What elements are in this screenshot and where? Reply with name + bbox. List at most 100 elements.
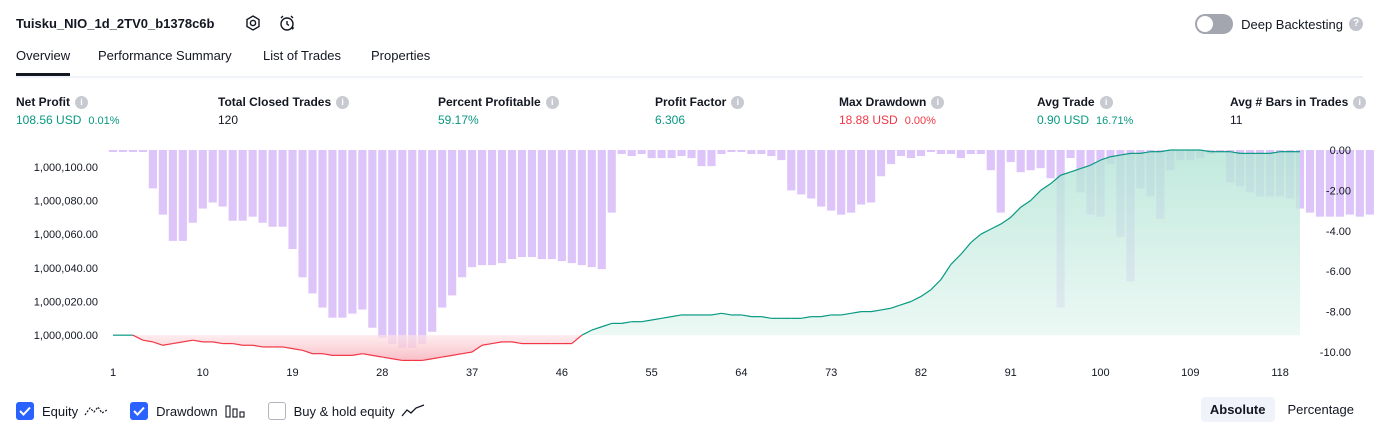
legend-label: Equity — [42, 403, 79, 419]
drawdown-bar — [1355, 150, 1364, 217]
help-icon[interactable]: ? — [1349, 17, 1363, 31]
equity-line-segment — [372, 354, 383, 358]
drawdown-bar — [308, 150, 317, 294]
equity-line-segment — [621, 321, 632, 324]
report-tabs: Overview Performance Summary List of Tra… — [16, 46, 1363, 78]
equity-line-segment — [471, 344, 483, 353]
x-axis-tick-label: 82 — [915, 367, 927, 379]
x-axis-tick-label: 64 — [735, 367, 747, 379]
settings-icon[interactable] — [244, 14, 262, 32]
drawdown-bar — [208, 150, 217, 203]
drawdown-checkbox[interactable] — [130, 402, 149, 420]
drawdown-bar — [857, 150, 866, 205]
metric-avg-trade: Avg Trade i 0.90 USD 16.71% — [1037, 94, 1133, 127]
add-alert-icon[interactable] — [278, 14, 296, 32]
equity-line-segment — [182, 339, 193, 343]
drawdown-bar — [1216, 150, 1225, 153]
absolute-button[interactable]: Absolute — [1200, 397, 1275, 422]
drawdown-bar — [1026, 150, 1035, 171]
equity-checkbox[interactable] — [16, 402, 34, 420]
x-axis-tick-label: 55 — [645, 367, 657, 379]
equity-line-segment — [641, 319, 652, 323]
equity-line-segment — [960, 242, 972, 255]
drawdown-bar — [837, 150, 846, 215]
equity-loss-fill — [132, 335, 582, 361]
x-axis-tick-label: 28 — [376, 367, 388, 379]
equity-line-segment — [1060, 171, 1071, 176]
drawdown-bar — [448, 150, 457, 296]
x-axis-tick-label: 109 — [1181, 367, 1199, 379]
info-icon[interactable]: i — [75, 95, 88, 109]
legend-equity[interactable]: Equity — [16, 402, 108, 420]
right-axis-tick-label: 0.00 — [1330, 145, 1351, 157]
x-axis-tick-label: 46 — [556, 367, 568, 379]
drawdown-bar — [298, 150, 307, 278]
equity-line-segment — [1010, 206, 1022, 218]
equity-line-segment — [880, 307, 892, 311]
drawdown-bar — [946, 150, 955, 155]
equity-line-segment — [1070, 167, 1081, 173]
drawdown-bar — [677, 150, 686, 157]
info-icon[interactable]: i — [931, 95, 945, 109]
equity-line-segment — [910, 295, 922, 303]
metric-label: Max Drawdown — [839, 95, 927, 109]
legend-buy-hold-equity[interactable]: Buy & hold equity — [267, 402, 425, 420]
drawdown-bar — [866, 150, 876, 203]
metric-value: 108.56 USD — [16, 113, 82, 127]
info-icon[interactable]: i — [545, 95, 559, 109]
tab-properties[interactable]: Properties — [371, 48, 431, 63]
buy-hold-line-icon — [401, 404, 424, 417]
view-mode-switch: Absolute Percentage — [1200, 397, 1363, 422]
equity-line-segment — [392, 358, 403, 362]
x-axis: 1 10 19 28 37 46 55 64 73 82 91 100 109 118 — [110, 367, 1289, 379]
equity-line-segment — [970, 233, 982, 244]
drawdown-bar — [637, 150, 646, 155]
equity-line-segment — [302, 349, 313, 355]
drawdown-bar — [497, 150, 507, 264]
left-axis-tick-label: 1,000,080.00 — [34, 196, 98, 208]
legend-drawdown[interactable]: Drawdown — [130, 402, 245, 420]
drawdown-bar — [477, 150, 487, 266]
tab-performance-summary[interactable]: Performance Summary — [98, 48, 232, 63]
equity-line-segment — [352, 353, 363, 356]
equity-line-segment — [571, 334, 583, 345]
equity-line-segment — [452, 353, 463, 356]
drawdown-bar — [697, 150, 706, 167]
equity-line-segment — [1030, 189, 1042, 201]
deep-backtesting-toggle[interactable] — [1195, 14, 1234, 34]
drawdown-bar — [717, 150, 726, 155]
info-icon[interactable]: i — [731, 95, 745, 109]
metric-percent-profitable: Percent Profitable i 59.17% — [438, 94, 559, 127]
drawdown-bar — [1325, 150, 1335, 217]
drawdown-bar — [1036, 150, 1045, 169]
drawdown-bar — [1046, 150, 1055, 179]
drawdown-bar — [487, 150, 497, 266]
equity-line-segment — [651, 317, 662, 321]
info-icon[interactable]: i — [1099, 95, 1113, 109]
equity-line-segment — [1090, 159, 1101, 166]
equity-line-segment — [442, 354, 453, 358]
drawdown-bar — [876, 150, 886, 177]
equity-line-segment — [1120, 152, 1131, 156]
tab-list-of-trades[interactable]: List of Trades — [263, 48, 342, 63]
drawdown-bar — [248, 150, 257, 217]
tab-overview[interactable]: Overview — [16, 48, 71, 76]
equity-line-segment — [282, 346, 293, 350]
drawdown-bar — [468, 150, 477, 268]
drawdown-bar — [557, 150, 566, 262]
equity-line-segment — [980, 228, 992, 235]
equity-drawdown-chart[interactable]: 1,000,000.00 1,000,020.00 1,000,040.00 1,00… — [0, 140, 1379, 390]
drawdown-bar — [617, 150, 626, 155]
right-axis-tick-label: -6.00 — [1326, 266, 1351, 278]
metric-value: 11 — [1230, 113, 1243, 127]
equity-line-segment — [1160, 149, 1171, 153]
equity-line-segment — [382, 356, 393, 360]
info-icon[interactable]: i — [336, 95, 350, 109]
drawdown-bar — [328, 150, 337, 318]
drawdown-bar — [517, 150, 527, 258]
drawdown-bar — [747, 150, 756, 155]
info-icon[interactable]: i — [1353, 95, 1367, 109]
buy-hold-checkbox[interactable] — [267, 402, 286, 420]
drawdown-bar — [228, 150, 237, 221]
percentage-button[interactable]: Percentage — [1287, 402, 1355, 417]
